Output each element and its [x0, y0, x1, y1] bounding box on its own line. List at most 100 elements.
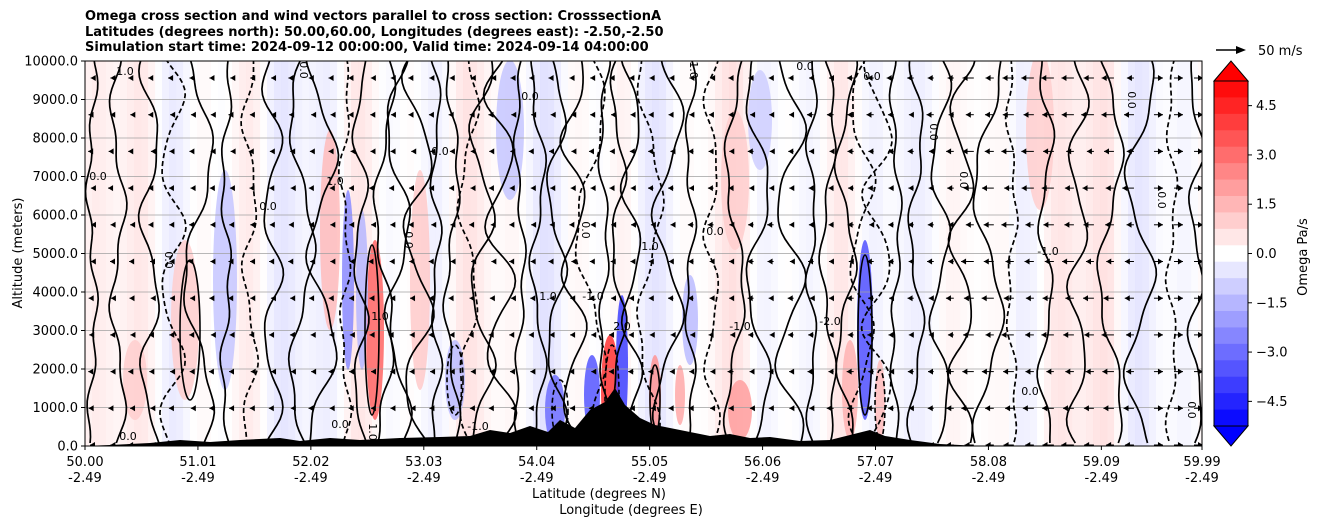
contour-line — [219, 61, 233, 444]
wind-vector-head — [1061, 111, 1067, 118]
wind-vector-head — [768, 405, 774, 412]
quiver-key-label: 50 m/s — [1258, 44, 1303, 59]
wind-vector-head — [1066, 148, 1072, 155]
omega-patch — [123, 340, 147, 420]
wind-vector-head — [569, 368, 575, 375]
wind-vector-head — [1126, 221, 1132, 228]
contour-line — [597, 61, 612, 444]
wind-vector-head — [369, 185, 375, 192]
wind-vector-head — [429, 185, 435, 192]
colorbar-step — [1214, 146, 1248, 164]
wind-vector-head — [530, 258, 536, 265]
colorbar-step — [1214, 212, 1248, 230]
contour-label: -1.0 — [582, 290, 603, 303]
wind-vector-head — [1061, 442, 1067, 446]
wind-vector-head — [288, 75, 294, 81]
contour-label: 2.0 — [613, 320, 631, 333]
x-tick-label-longitude: -2.49 — [294, 471, 328, 486]
wind-vector-head — [571, 258, 577, 265]
wind-vector-head — [908, 331, 914, 338]
wind-vector-head — [110, 75, 116, 81]
wind-vector-head — [511, 111, 517, 118]
wind-vector-head — [489, 295, 495, 302]
contour-line — [650, 61, 686, 444]
y-tick-label: 3000.0 — [33, 324, 79, 339]
wind-vector-head — [250, 258, 256, 265]
wind-vector-head — [89, 331, 95, 338]
wind-vector-head — [866, 405, 872, 412]
wind-vector-head — [110, 295, 116, 302]
colorbar-tick-label: 0.0 — [1256, 247, 1277, 262]
wind-vector-head — [1084, 442, 1090, 446]
wind-vector-head — [431, 221, 437, 228]
wind-vector-head — [669, 368, 675, 375]
wind-vector-head — [650, 221, 656, 228]
wind-vector-head — [728, 405, 734, 412]
omega-patch — [875, 360, 885, 440]
contour-line-negative — [240, 61, 260, 444]
contour-line — [888, 61, 903, 444]
colorbar-tick-label: −4.5 — [1256, 395, 1288, 410]
wind-vector-head — [489, 368, 495, 375]
wind-vector-head — [390, 368, 396, 375]
wind-vector-head — [110, 258, 116, 265]
wind-vector-head — [448, 111, 454, 118]
wind-vector-head — [248, 148, 254, 155]
omega-patch — [366, 240, 384, 420]
wind-vector-head — [550, 405, 556, 412]
wind-vector-head — [450, 221, 456, 228]
wind-vector-head — [1177, 368, 1183, 375]
wind-vector-head — [308, 405, 314, 412]
wind-vector-head — [984, 111, 990, 118]
wind-vector-head — [369, 331, 375, 338]
contour-line — [619, 61, 644, 444]
wind-vector-head — [828, 331, 834, 338]
wind-vector-head — [590, 111, 596, 118]
contour-line-negative — [702, 61, 721, 444]
wind-vector-head — [90, 258, 96, 265]
wind-vector-head — [747, 295, 753, 302]
wind-vector-head — [964, 442, 970, 446]
contour-label: -2.0 — [819, 315, 840, 328]
wind-vector-head — [169, 148, 175, 155]
wind-vector-head — [1065, 368, 1071, 375]
wind-vector-head — [984, 148, 990, 155]
wind-vector-head — [389, 185, 395, 192]
wind-vector-head — [650, 405, 656, 412]
wind-vector-head — [789, 185, 795, 192]
wind-vector-head — [747, 148, 753, 155]
wind-vector-head — [129, 295, 135, 302]
wind-vector-head — [469, 221, 475, 228]
x-tick-label-longitude: -2.49 — [1185, 471, 1219, 486]
wind-vector-head — [1124, 442, 1130, 446]
wind-vector-head — [768, 368, 774, 375]
contour-line — [1036, 61, 1056, 443]
contour-line-negative — [847, 61, 877, 444]
omega-patch — [748, 70, 772, 170]
wind-vector-head — [888, 148, 894, 155]
x-tick-label-longitude: -2.49 — [407, 471, 441, 486]
colorbar-step — [1214, 360, 1248, 378]
colorbar-step — [1214, 294, 1248, 312]
wind-vector-head — [689, 75, 695, 81]
wind-vector-head — [189, 368, 195, 375]
wind-vector-head — [1106, 258, 1112, 265]
wind-vector-head — [290, 185, 296, 192]
wind-vector-head — [1003, 442, 1009, 446]
wind-vector-head — [1177, 75, 1183, 81]
quiver-key-arrowhead — [1236, 46, 1246, 54]
colorbar-step — [1214, 228, 1248, 246]
wind-vector-head — [1124, 295, 1130, 302]
wind-vector-head — [887, 111, 893, 118]
wind-vector-head — [708, 111, 714, 118]
wind-vector-head — [329, 405, 335, 412]
colorbar-step — [1214, 81, 1248, 99]
x-tick-label-latitude: 52.02 — [292, 455, 329, 470]
wind-vector-head — [729, 295, 735, 302]
wind-vector-head — [1083, 221, 1089, 228]
wind-vector-head — [769, 185, 775, 192]
wind-vector-head — [369, 295, 375, 302]
wind-vector-head — [710, 75, 716, 81]
y-tick-label: 10000.0 — [24, 55, 78, 70]
wind-vector-head — [1157, 331, 1163, 338]
